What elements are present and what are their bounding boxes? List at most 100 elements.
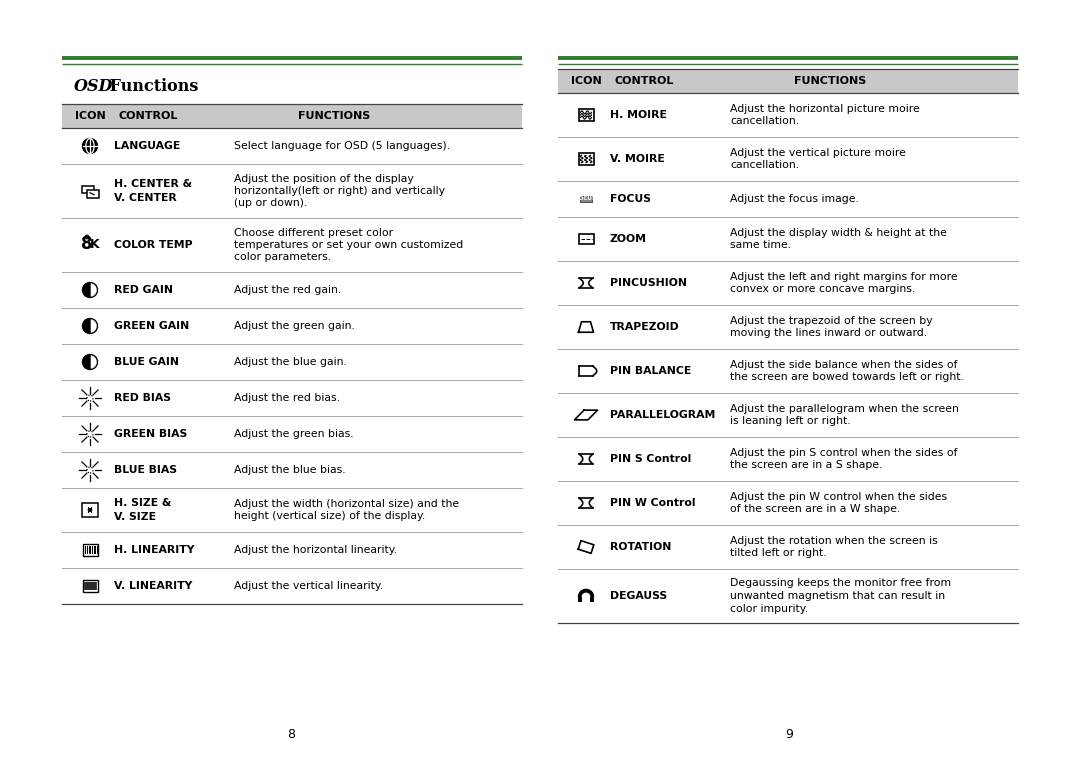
Text: horizontally(left or right) and vertically: horizontally(left or right) and vertical… — [234, 186, 445, 196]
Text: the screen are bowed towards left or right.: the screen are bowed towards left or rig… — [730, 372, 963, 382]
Wedge shape — [90, 283, 97, 297]
Text: PIN BALANCE: PIN BALANCE — [610, 366, 691, 376]
Bar — [579, 234, 594, 244]
Text: Degaussing keeps the monitor free from: Degaussing keeps the monitor free from — [730, 578, 951, 588]
Text: same time.: same time. — [730, 240, 792, 251]
Text: FOCUS: FOCUS — [610, 194, 651, 204]
Text: Adjust the display width & height at the: Adjust the display width & height at the — [730, 228, 947, 238]
Text: ICON: ICON — [570, 76, 602, 86]
Bar — [89, 545, 91, 554]
Text: cancellation.: cancellation. — [730, 160, 799, 170]
Text: H. MOIRE: H. MOIRE — [610, 110, 666, 120]
Text: ICON: ICON — [75, 111, 106, 121]
Text: Adjust the position of the display: Adjust the position of the display — [234, 173, 414, 183]
Bar — [82, 503, 98, 516]
Text: the screen are in a S shape.: the screen are in a S shape. — [730, 460, 882, 471]
Text: K: K — [91, 238, 99, 251]
Text: FOCUS: FOCUS — [576, 196, 596, 202]
Text: moving the lines inward or outward.: moving the lines inward or outward. — [730, 329, 927, 338]
Text: Adjust the left and right margins for more: Adjust the left and right margins for mo… — [730, 272, 958, 282]
Text: H. LINEARITY: H. LINEARITY — [114, 545, 194, 555]
Text: CONTROL: CONTROL — [615, 76, 674, 86]
Text: convex or more concave margins.: convex or more concave margins. — [730, 284, 915, 294]
Text: GREEN BIAS: GREEN BIAS — [114, 429, 187, 439]
Text: RED BIAS: RED BIAS — [114, 393, 171, 403]
Text: V. MOIRE: V. MOIRE — [610, 154, 665, 164]
Bar — [84, 545, 86, 554]
Text: of the screen are in a W shape.: of the screen are in a W shape. — [730, 504, 901, 514]
Text: Adjust the red gain.: Adjust the red gain. — [234, 285, 341, 295]
Text: PIN W Control: PIN W Control — [610, 498, 696, 508]
Text: Adjust the green bias.: Adjust the green bias. — [234, 429, 353, 439]
Text: V. LINEARITY: V. LINEARITY — [114, 581, 192, 591]
Text: COLOR TEMP: COLOR TEMP — [114, 240, 192, 250]
Wedge shape — [82, 354, 90, 370]
Text: ROTATION: ROTATION — [610, 542, 672, 552]
Text: FUNCTIONS: FUNCTIONS — [794, 76, 866, 86]
Text: Adjust the pin W control when the sides: Adjust the pin W control when the sides — [730, 492, 947, 502]
Text: LANGUAGE: LANGUAGE — [114, 141, 180, 151]
Text: Adjust the vertical picture moire: Adjust the vertical picture moire — [730, 147, 906, 157]
Text: GREEN GAIN: GREEN GAIN — [114, 321, 189, 331]
Text: PINCUSHION: PINCUSHION — [610, 278, 687, 288]
Bar — [579, 109, 594, 121]
Text: BLUE BIAS: BLUE BIAS — [114, 465, 177, 475]
Bar — [62, 104, 522, 128]
Bar — [579, 154, 594, 164]
Text: Choose different preset color: Choose different preset color — [234, 228, 393, 238]
FancyBboxPatch shape — [580, 196, 592, 202]
Text: Adjust the trapezoid of the screen by: Adjust the trapezoid of the screen by — [730, 316, 933, 325]
Text: Adjust the red bias.: Adjust the red bias. — [234, 393, 340, 403]
Text: Adjust the blue bias.: Adjust the blue bias. — [234, 465, 346, 475]
Text: Adjust the green gain.: Adjust the green gain. — [234, 321, 355, 331]
Text: TRAPEZOID: TRAPEZOID — [610, 322, 679, 332]
Text: 8: 8 — [287, 727, 295, 740]
Text: 8: 8 — [81, 235, 93, 253]
Wedge shape — [90, 354, 97, 370]
Bar — [82, 545, 97, 555]
Text: OSD: OSD — [75, 78, 113, 95]
Bar — [82, 581, 97, 591]
Text: PIN S Control: PIN S Control — [610, 454, 691, 464]
Text: Adjust the parallelogram when the screen: Adjust the parallelogram when the screen — [730, 403, 959, 414]
Text: cancellation.: cancellation. — [730, 116, 799, 126]
Text: PARALLELOGRAM: PARALLELOGRAM — [610, 410, 715, 420]
Text: RED GAIN: RED GAIN — [114, 285, 173, 295]
Text: Adjust the vertical linearity.: Adjust the vertical linearity. — [234, 581, 383, 591]
Text: CONTROL: CONTROL — [119, 111, 178, 121]
Text: V. CENTER: V. CENTER — [114, 193, 177, 203]
Bar — [96, 545, 98, 554]
Text: H. CENTER &: H. CENTER & — [114, 179, 192, 189]
Text: FUNCTIONS: FUNCTIONS — [298, 111, 370, 121]
Wedge shape — [82, 319, 90, 334]
Text: 9: 9 — [785, 727, 793, 740]
Text: Adjust the side balance when the sides of: Adjust the side balance when the sides o… — [730, 360, 958, 370]
Text: is leaning left or right.: is leaning left or right. — [730, 416, 851, 426]
Text: DEGAUSS: DEGAUSS — [610, 591, 667, 601]
Text: H. SIZE &: H. SIZE & — [114, 498, 172, 508]
Text: Adjust the blue gain.: Adjust the blue gain. — [234, 357, 347, 367]
Wedge shape — [90, 319, 97, 334]
Text: temperatures or set your own customized: temperatures or set your own customized — [234, 240, 463, 250]
Text: Adjust the pin S control when the sides of: Adjust the pin S control when the sides … — [730, 448, 958, 458]
Text: color parameters.: color parameters. — [234, 252, 332, 263]
Text: color impurity.: color impurity. — [730, 604, 808, 613]
Text: Adjust the width (horizontal size) and the: Adjust the width (horizontal size) and t… — [234, 499, 459, 509]
Bar — [558, 69, 1018, 93]
Text: Functions: Functions — [104, 78, 199, 95]
Bar — [82, 186, 94, 193]
Circle shape — [82, 138, 97, 154]
Text: V. SIZE: V. SIZE — [114, 512, 156, 522]
Bar — [87, 190, 99, 198]
Text: unwanted magnetism that can result in: unwanted magnetism that can result in — [730, 591, 945, 601]
Text: Adjust the horizontal linearity.: Adjust the horizontal linearity. — [234, 545, 397, 555]
Text: Adjust the rotation when the screen is: Adjust the rotation when the screen is — [730, 536, 937, 545]
Text: Select language for OSD (5 languages).: Select language for OSD (5 languages). — [234, 141, 450, 151]
Text: BLUE GAIN: BLUE GAIN — [114, 357, 179, 367]
Bar — [94, 545, 95, 554]
Wedge shape — [82, 283, 90, 297]
Text: (up or down).: (up or down). — [234, 199, 308, 209]
Text: ZOOM: ZOOM — [610, 234, 647, 244]
Text: Adjust the horizontal picture moire: Adjust the horizontal picture moire — [730, 104, 920, 114]
Text: height (vertical size) of the display.: height (vertical size) of the display. — [234, 511, 426, 521]
